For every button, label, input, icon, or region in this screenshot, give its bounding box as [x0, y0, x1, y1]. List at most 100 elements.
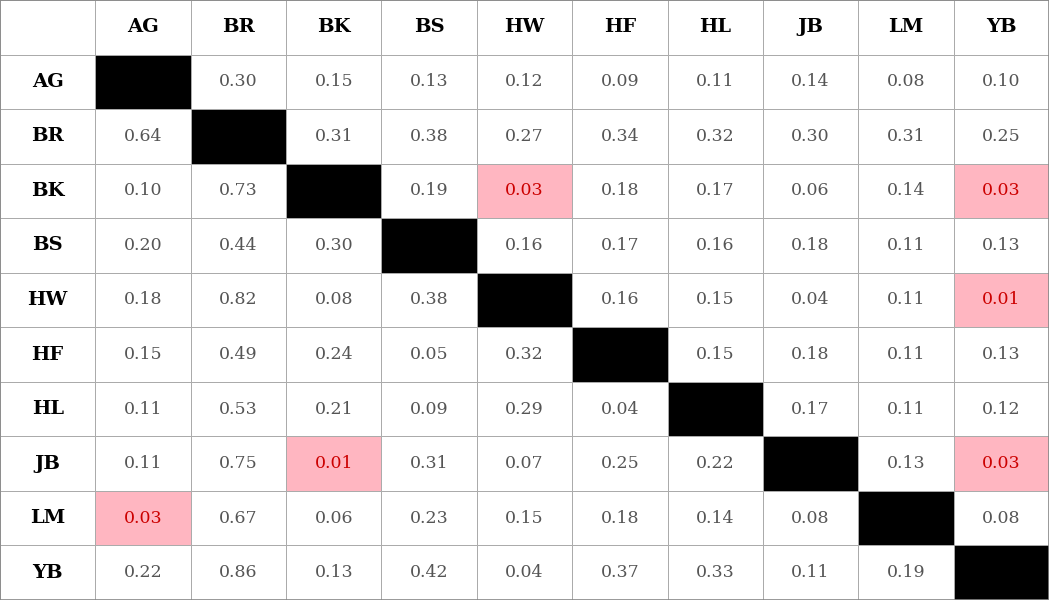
- Text: 0.32: 0.32: [506, 346, 543, 363]
- Text: HL: HL: [31, 400, 64, 418]
- Text: 0.09: 0.09: [600, 73, 639, 91]
- Bar: [858, 218, 954, 273]
- Text: 0.03: 0.03: [506, 182, 543, 199]
- Text: 0.32: 0.32: [695, 128, 734, 145]
- Text: 0.11: 0.11: [886, 237, 925, 254]
- Bar: [191, 382, 286, 436]
- Text: 0.73: 0.73: [219, 182, 258, 199]
- Text: 0.15: 0.15: [695, 292, 734, 308]
- Bar: [572, 273, 667, 327]
- Bar: [95, 327, 191, 382]
- Bar: [477, 55, 572, 109]
- Text: 0.64: 0.64: [124, 128, 163, 145]
- Bar: [954, 327, 1049, 382]
- Text: 0.33: 0.33: [695, 564, 734, 581]
- Bar: [191, 436, 286, 491]
- Bar: [382, 436, 477, 491]
- Text: BK: BK: [30, 182, 64, 200]
- Bar: [95, 273, 191, 327]
- Bar: [95, 164, 191, 218]
- Text: BS: BS: [413, 18, 445, 36]
- Bar: [382, 109, 477, 164]
- Text: 0.16: 0.16: [506, 237, 543, 254]
- Text: HW: HW: [27, 291, 68, 309]
- Bar: [95, 436, 191, 491]
- Bar: [0, 436, 95, 491]
- Bar: [572, 218, 667, 273]
- Bar: [954, 0, 1049, 55]
- Text: 0.17: 0.17: [695, 182, 734, 199]
- Bar: [667, 109, 763, 164]
- Text: 0.19: 0.19: [886, 564, 925, 581]
- Text: AG: AG: [31, 73, 64, 91]
- Bar: [191, 109, 286, 164]
- Bar: [191, 327, 286, 382]
- Text: 0.08: 0.08: [791, 509, 830, 527]
- Text: 0.08: 0.08: [315, 292, 354, 308]
- Text: 0.13: 0.13: [410, 73, 449, 91]
- Text: 0.15: 0.15: [124, 346, 163, 363]
- Text: 0.01: 0.01: [315, 455, 354, 472]
- Bar: [95, 218, 191, 273]
- Text: 0.01: 0.01: [982, 292, 1021, 308]
- Bar: [191, 55, 286, 109]
- Bar: [954, 218, 1049, 273]
- Bar: [667, 0, 763, 55]
- Text: 0.49: 0.49: [219, 346, 258, 363]
- Text: 0.10: 0.10: [124, 182, 163, 199]
- Text: HF: HF: [604, 18, 636, 36]
- Bar: [858, 164, 954, 218]
- Text: 0.16: 0.16: [695, 237, 734, 254]
- Text: 0.42: 0.42: [410, 564, 449, 581]
- Bar: [572, 0, 667, 55]
- Text: 0.10: 0.10: [982, 73, 1021, 91]
- Bar: [477, 164, 572, 218]
- Bar: [382, 382, 477, 436]
- Text: YB: YB: [33, 564, 63, 582]
- Bar: [286, 218, 382, 273]
- Bar: [763, 218, 858, 273]
- Bar: [763, 491, 858, 545]
- Bar: [667, 273, 763, 327]
- Bar: [572, 55, 667, 109]
- Text: 0.03: 0.03: [124, 509, 163, 527]
- Bar: [858, 545, 954, 600]
- Bar: [572, 382, 667, 436]
- Text: 0.17: 0.17: [791, 401, 830, 418]
- Bar: [286, 0, 382, 55]
- Text: 0.05: 0.05: [410, 346, 449, 363]
- Bar: [286, 164, 382, 218]
- Bar: [0, 382, 95, 436]
- Text: 0.19: 0.19: [410, 182, 449, 199]
- Text: 0.31: 0.31: [410, 455, 449, 472]
- Bar: [191, 218, 286, 273]
- Bar: [572, 327, 667, 382]
- Bar: [667, 55, 763, 109]
- Bar: [382, 327, 477, 382]
- Text: 0.08: 0.08: [982, 509, 1021, 527]
- Text: HF: HF: [31, 346, 64, 364]
- Bar: [667, 164, 763, 218]
- Text: 0.11: 0.11: [886, 401, 925, 418]
- Text: 0.44: 0.44: [219, 237, 258, 254]
- Bar: [95, 382, 191, 436]
- Bar: [954, 164, 1049, 218]
- Text: AG: AG: [127, 18, 158, 36]
- Bar: [95, 491, 191, 545]
- Text: 0.38: 0.38: [410, 128, 449, 145]
- Text: 0.12: 0.12: [982, 401, 1021, 418]
- Bar: [572, 545, 667, 600]
- Bar: [286, 109, 382, 164]
- Text: 0.86: 0.86: [219, 564, 258, 581]
- Bar: [286, 436, 382, 491]
- Text: 0.30: 0.30: [219, 73, 258, 91]
- Text: 0.15: 0.15: [506, 509, 543, 527]
- Bar: [667, 218, 763, 273]
- Bar: [0, 327, 95, 382]
- Text: 0.09: 0.09: [410, 401, 449, 418]
- Bar: [0, 545, 95, 600]
- Bar: [0, 55, 95, 109]
- Bar: [763, 55, 858, 109]
- Bar: [191, 273, 286, 327]
- Bar: [382, 164, 477, 218]
